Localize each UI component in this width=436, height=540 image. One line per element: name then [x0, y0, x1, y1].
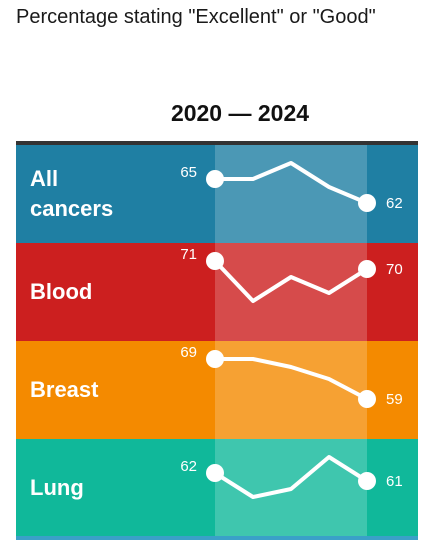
- series-line: [213, 357, 369, 401]
- start-value-label: 62: [180, 458, 197, 475]
- row-breast: Breast 69 59: [16, 341, 418, 439]
- series-line: [213, 455, 369, 499]
- series-line: [213, 161, 369, 205]
- start-point: [206, 170, 224, 188]
- start-point: [206, 464, 224, 482]
- start-value-label: 65: [180, 164, 197, 181]
- row-label: Blood: [30, 279, 93, 304]
- row-lung: Lung 62 61: [16, 439, 418, 537]
- series-line: [213, 259, 369, 303]
- end-value-label: 59: [386, 391, 403, 408]
- row-blood: Blood 71 70: [16, 243, 418, 341]
- start-point: [206, 350, 224, 368]
- sparkline: 65 62: [180, 145, 403, 243]
- end-point: [358, 260, 376, 278]
- row-label: Breast: [30, 377, 99, 402]
- start-value-label: 69: [180, 344, 197, 361]
- end-value-label: 70: [386, 261, 403, 278]
- sparkline: 69 59: [180, 341, 403, 439]
- end-value-label: 62: [386, 195, 403, 212]
- next-row-edge: [16, 536, 418, 540]
- start-point: [206, 252, 224, 270]
- end-point: [358, 390, 376, 408]
- header-rule: [16, 141, 418, 145]
- row-label: All cancers: [30, 166, 114, 221]
- chart-subtitle: Percentage stating "Excellent" or "Good": [16, 6, 376, 28]
- sparkline: 71 70: [180, 243, 403, 341]
- start-value-label: 71: [180, 246, 197, 263]
- row-label: Lung: [30, 475, 84, 500]
- range-panel: [215, 243, 367, 341]
- sparkline: 62 61: [180, 439, 403, 537]
- end-point: [358, 194, 376, 212]
- end-point: [358, 472, 376, 490]
- period-label: 2020 — 2024: [170, 100, 310, 126]
- row-all-cancers: All cancers 65 62: [16, 145, 418, 243]
- end-value-label: 61: [386, 473, 403, 490]
- range-panel: [215, 341, 367, 439]
